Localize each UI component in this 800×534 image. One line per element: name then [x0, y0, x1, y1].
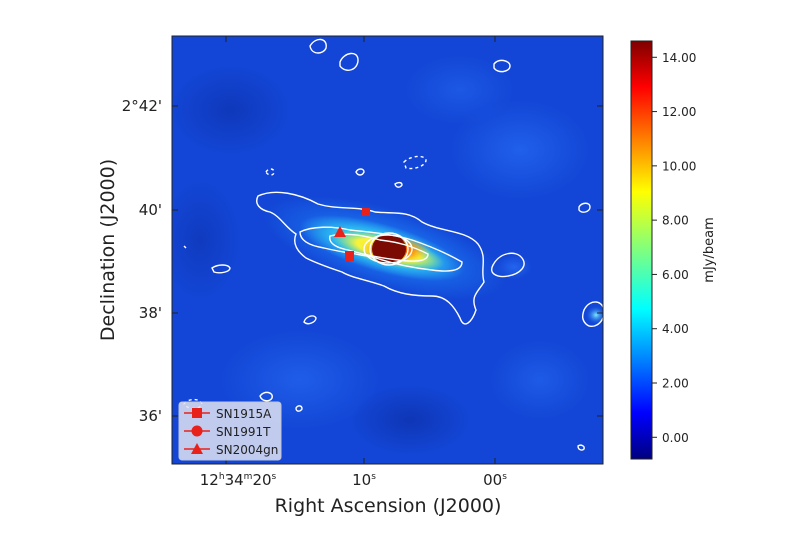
- contour-middle: [299, 226, 463, 272]
- y-tick-label: 40': [139, 201, 162, 219]
- marker-sn1915a-a: [362, 208, 370, 216]
- y-tick-label: 36': [139, 407, 162, 425]
- contour-speck: [183, 245, 187, 249]
- sn1991t-source-core: [372, 234, 406, 264]
- contour-north-2: [339, 52, 359, 71]
- tick-marks: [172, 36, 603, 464]
- plot-frame: [171, 35, 604, 465]
- contour-east-blob: [491, 252, 525, 278]
- contour-south-1: [303, 315, 317, 325]
- legend-label-sn1991t: SN1991T: [216, 425, 271, 439]
- colorbar-gradient: [630, 40, 653, 460]
- colorbar-tick-label: 10.00: [662, 159, 696, 173]
- colorbar-tick-label: 6.00: [662, 268, 689, 282]
- contour-outer: [256, 191, 485, 325]
- contour-south-3: [295, 405, 303, 412]
- y-tick-label: 2°42': [122, 97, 162, 115]
- contour-small-west: [211, 264, 231, 274]
- colorbar-label: mJy/beam: [702, 217, 717, 282]
- legend: SN1915A SN1991T SN2004gn: [178, 401, 282, 461]
- colorbar: 0.00 2.00 4.00 6.00 8.00 10.00 12.00 14.00 mJy/…: [630, 40, 717, 460]
- contour-small-4: [355, 168, 365, 176]
- colorbar-ticks: 0.00 2.00 4.00 6.00 8.00 10.00 12.00 14.00: [652, 51, 696, 445]
- y-tick-label: 38': [139, 304, 162, 322]
- colorbar-tick-label: 4.00: [662, 322, 689, 336]
- marker-sn1915a-b: [345, 251, 354, 261]
- marker-sn2004gn: [334, 226, 346, 237]
- contour-lines: [183, 38, 603, 451]
- legend-triangle-icon: [191, 443, 203, 454]
- legend-square-icon: [192, 408, 202, 418]
- x-axis-label: Right Ascension (J2000): [275, 495, 502, 517]
- contour-small-5: [394, 181, 403, 188]
- x-tick-label: 00s: [483, 471, 507, 489]
- colorbar-tick-label: 0.00: [662, 431, 689, 445]
- colorbar-tick-label: 14.00: [662, 51, 696, 65]
- contour-negative-1: [403, 155, 427, 170]
- contour-north-3: [493, 59, 511, 73]
- contour-small-6: [577, 444, 585, 451]
- x-tick-label: 10s: [352, 471, 376, 489]
- colorbar-tick-label: 2.00: [662, 377, 689, 391]
- legend-box: [178, 401, 282, 461]
- contour-north-1: [309, 38, 327, 54]
- colorbar-tick-label: 12.00: [662, 105, 696, 119]
- contour-south-2: [259, 391, 273, 402]
- contour-inner: [329, 233, 429, 262]
- contour-core-inner: [369, 232, 409, 266]
- contour-compact-source: [581, 301, 603, 328]
- legend-label-sn1915a: SN1915A: [216, 407, 272, 421]
- colorbar-tick-label: 8.00: [662, 214, 689, 228]
- bright-compact-source: [586, 306, 603, 324]
- contour-east-small: [578, 202, 591, 213]
- legend-label-sn2004gn: SN2004gn: [216, 443, 278, 457]
- x-tick-label: 12h34m20s: [200, 471, 277, 489]
- contour-core-outer: [363, 234, 413, 264]
- y-axis-label: Declination (J2000): [97, 159, 119, 341]
- heatmap-image: [172, 36, 603, 464]
- legend-circle-icon: [191, 425, 203, 437]
